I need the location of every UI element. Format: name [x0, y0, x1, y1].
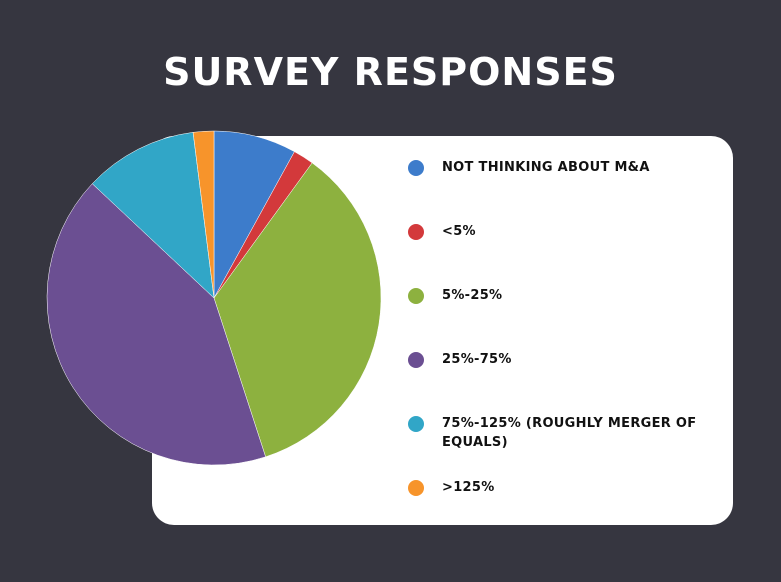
legend-swatch [408, 416, 424, 432]
pie-slice-2 [213, 162, 382, 458]
legend-item: >125% [408, 478, 708, 497]
legend-item: NOT THINKING ABOUT M&A [408, 158, 708, 177]
legend-item: <5% [408, 222, 708, 241]
legend-item: 5%-25% [408, 286, 708, 305]
pie-slice-4 [91, 132, 215, 299]
page-title: SURVEY RESPONSES [163, 50, 618, 94]
legend-item: 75%-125% (ROUGHLY MERGER OF EQUALS) [408, 414, 708, 452]
legend-swatch [408, 224, 424, 240]
legend-swatch [408, 480, 424, 496]
pie-slice-3 [46, 183, 266, 466]
legend-swatch [408, 352, 424, 368]
legend-label: 5%-25% [442, 288, 503, 303]
legend-label: 75%-125% (ROUGHLY MERGER OF EQUALS) [442, 416, 697, 450]
legend-swatch [408, 288, 424, 304]
pie-slice-5 [192, 130, 215, 299]
legend-label: >125% [442, 480, 495, 495]
legend-swatch [408, 160, 424, 176]
legend-label: 25%-75% [442, 352, 512, 367]
legend-item: 25%-75% [408, 350, 708, 369]
legend-label: <5% [442, 224, 476, 239]
legend-label: NOT THINKING ABOUT M&A [442, 160, 650, 175]
